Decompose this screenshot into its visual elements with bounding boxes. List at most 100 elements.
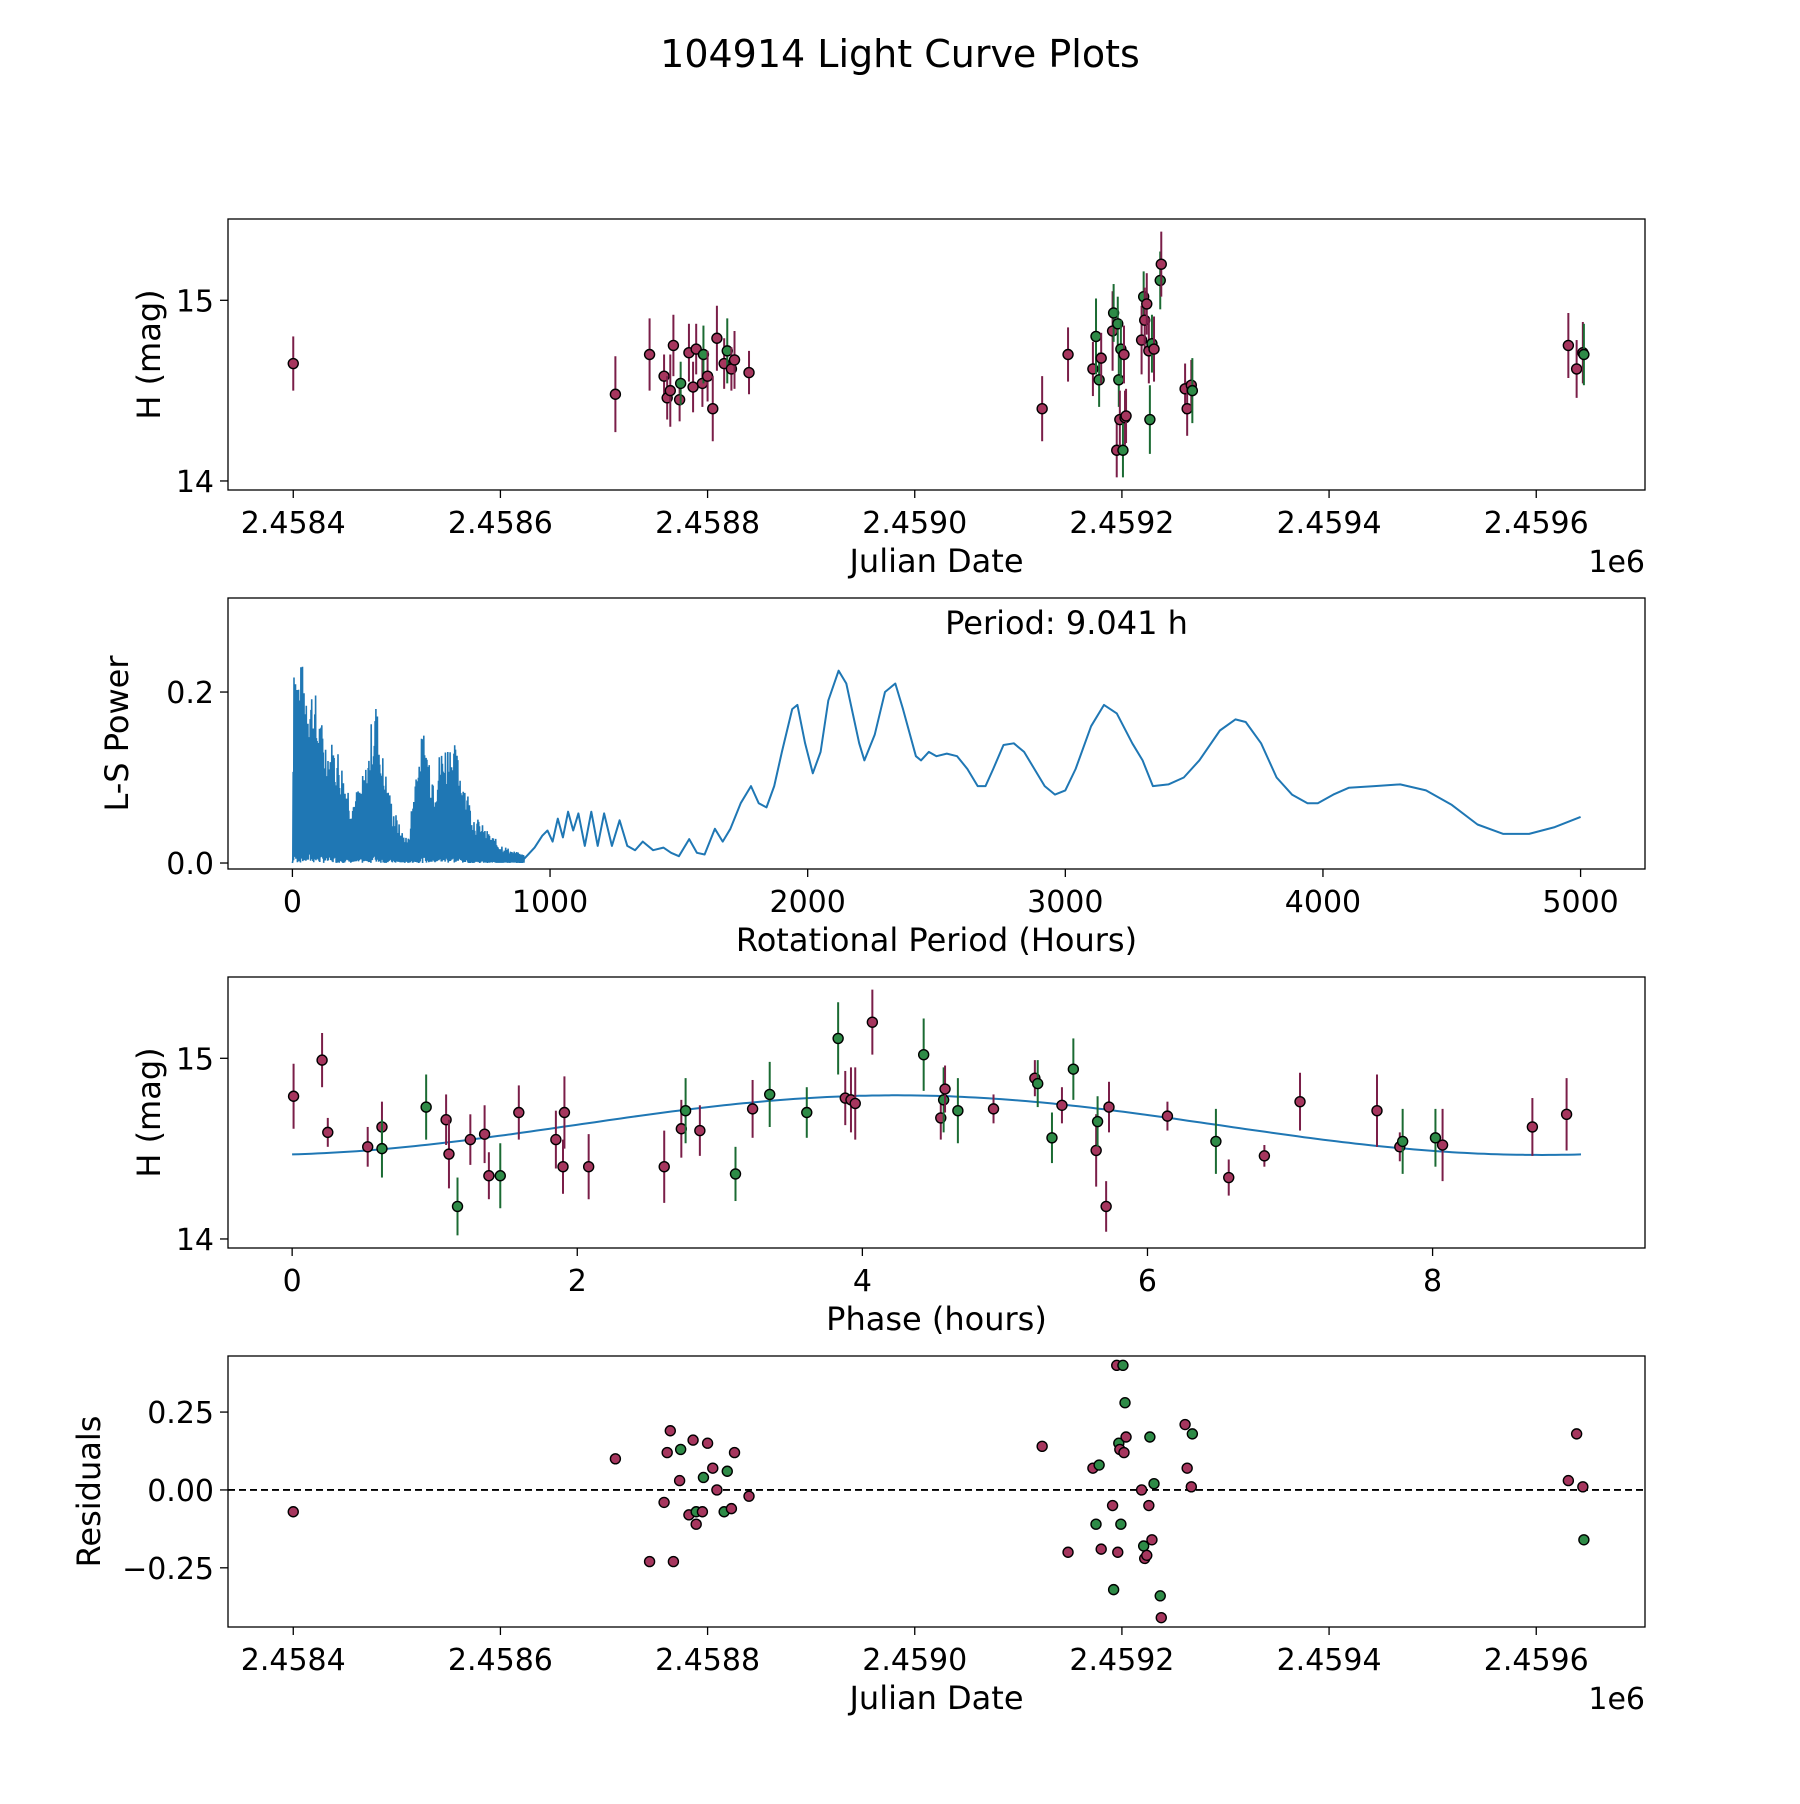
light-curve-point	[1144, 413, 1156, 426]
phased-point	[1210, 1135, 1222, 1148]
phased-point	[316, 1054, 328, 1066]
phased-point	[550, 1133, 562, 1146]
light-curve-xtick-label: 2.4584	[241, 506, 346, 541]
light-curve-point	[667, 339, 680, 352]
phased-xtick-label: 6	[1138, 1264, 1157, 1299]
light-curve-point	[728, 354, 741, 366]
light-curve-xtick-label: 2.4588	[655, 506, 760, 541]
residuals-point	[690, 1518, 702, 1530]
residuals-point	[1141, 1549, 1153, 1562]
periodogram-plot-area	[291, 666, 1581, 864]
residuals-point	[1146, 1534, 1158, 1546]
phased-point	[1258, 1150, 1271, 1162]
phased-ytick-label: 15	[176, 1042, 214, 1077]
phased-point	[513, 1106, 525, 1119]
phased-point	[464, 1133, 477, 1146]
residuals-point	[658, 1496, 670, 1509]
residuals-point	[1036, 1440, 1048, 1453]
light-curve-xtick-label: 2.4590	[862, 506, 967, 541]
residuals-point	[1093, 1459, 1105, 1471]
phased-point	[443, 1148, 455, 1160]
periodogram-ytick-label: 0.0	[166, 847, 214, 882]
residuals-point	[1144, 1431, 1156, 1443]
residuals-point	[1181, 1462, 1193, 1474]
residuals-point	[743, 1490, 755, 1502]
phased-point	[362, 1141, 374, 1153]
phased-point	[483, 1170, 495, 1182]
light-curve-point	[1062, 348, 1074, 361]
light-curve-point	[1120, 410, 1132, 422]
residuals-point	[711, 1484, 723, 1496]
phased-point	[746, 1103, 759, 1115]
light-curve-xlabel: Julian Date	[847, 542, 1023, 580]
residuals-point	[1107, 1583, 1120, 1596]
light-curve-point	[1154, 274, 1166, 287]
phased-point	[322, 1126, 334, 1139]
phased-point	[939, 1083, 951, 1095]
periodogram-xlabel: Rotational Period (Hours)	[736, 921, 1137, 959]
residuals-ytick-label: 0.25	[147, 1396, 214, 1431]
residuals-point	[1185, 1481, 1198, 1493]
phased-point	[376, 1142, 388, 1155]
residuals-ytick-label: 0.00	[147, 1474, 214, 1509]
residuals-point	[1112, 1546, 1124, 1558]
phased-point	[937, 1094, 950, 1106]
residuals-xtick-label: 2.4594	[1277, 1643, 1382, 1678]
periodogram-xtick-label: 3000	[1027, 885, 1103, 920]
light-curve-xtick-label: 2.4594	[1277, 506, 1382, 541]
phased-point	[557, 1160, 569, 1173]
phased-point	[1161, 1110, 1174, 1122]
residuals-point	[674, 1443, 687, 1456]
periodogram-xtick-label: 4000	[1285, 885, 1361, 920]
residuals-point	[721, 1465, 733, 1477]
fit-curve	[292, 1094, 1582, 1157]
periodogram-ytick-label: 0.2	[166, 676, 214, 711]
residuals-xtick-label: 2.4592	[1069, 1643, 1174, 1678]
phased-point	[764, 1088, 776, 1101]
light-curve-point	[1118, 348, 1130, 361]
residuals-point	[673, 1474, 686, 1487]
residuals-point	[664, 1425, 676, 1437]
residuals-xtick-label: 2.4590	[862, 1643, 967, 1678]
phased-ytick-label: 14	[176, 1223, 214, 1258]
residuals-point	[1117, 1359, 1129, 1372]
light-curve-point	[1570, 363, 1583, 375]
residuals-point	[697, 1471, 710, 1484]
light-curve-point	[1578, 348, 1590, 361]
residuals-point	[1120, 1431, 1132, 1443]
phased-point	[801, 1106, 813, 1119]
periodogram-xtick-label: 0	[283, 885, 302, 920]
residuals-point	[1119, 1397, 1131, 1409]
phased-point	[952, 1104, 964, 1117]
residuals-xtick-label: 2.4584	[241, 1643, 346, 1678]
residuals-point	[1062, 1546, 1074, 1558]
periodogram-panel: 0 1000 2000 3000 4000 5000 0.0 0.2 Rotational Pe…	[98, 597, 1646, 959]
residuals-point	[1179, 1418, 1191, 1431]
residuals-point	[1148, 1478, 1160, 1490]
phased-xtick-label: 2	[568, 1264, 587, 1299]
phased-point	[1100, 1200, 1112, 1213]
periodogram-line	[523, 669, 1581, 860]
residuals-point	[1186, 1428, 1199, 1440]
light-curve-xtick-label: 2.4586	[448, 506, 553, 541]
phased-xtick-label: 8	[1423, 1264, 1442, 1299]
phased-point	[849, 1097, 861, 1110]
phased-point	[420, 1101, 432, 1113]
phased-point	[866, 1016, 879, 1028]
light-curve-point	[701, 370, 714, 382]
light-curve-point	[673, 393, 686, 406]
phased-point	[287, 1090, 300, 1102]
phased-point	[1429, 1132, 1442, 1144]
residuals-point	[1095, 1543, 1107, 1555]
light-curve-point	[1155, 258, 1167, 270]
phased-point	[478, 1128, 491, 1140]
phased-point	[1223, 1171, 1235, 1184]
light-curve-point	[687, 381, 699, 393]
periodogram-ylabel: L-S Power	[98, 655, 136, 812]
residuals-point	[667, 1555, 680, 1568]
light-curve-point	[711, 332, 723, 344]
residuals-point	[1135, 1484, 1148, 1496]
phased-point	[1103, 1101, 1115, 1113]
phased-point	[558, 1106, 571, 1119]
